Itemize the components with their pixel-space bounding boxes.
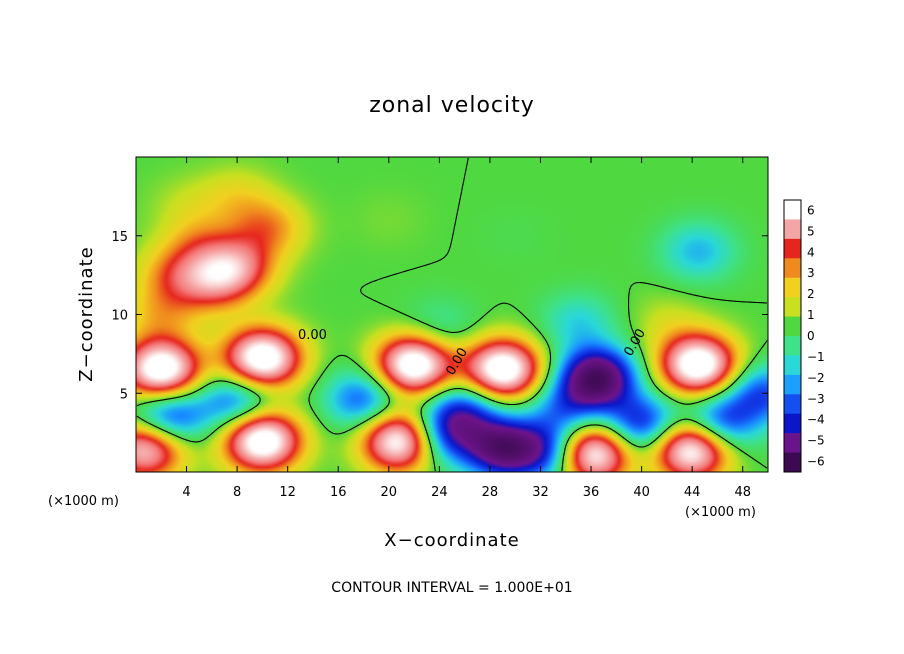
colorbar-tick-label: −1 <box>807 350 825 364</box>
colorbar-tick-label: 1 <box>807 308 815 322</box>
contour-lines <box>136 157 768 472</box>
x-tick-label: 40 <box>633 485 650 500</box>
colorbar-frame <box>783 199 802 473</box>
x-tick-label: 8 <box>233 485 241 500</box>
x-axis-units-left: (×1000 m) <box>48 494 119 509</box>
colorbar-swatch <box>784 336 801 356</box>
y-tick-label: 5 <box>120 387 128 402</box>
colorbar-swatch <box>784 452 801 473</box>
colorbar: 6 5 4 3 2 1 0 −1 −2 −3 −4 −5 −6 <box>783 199 825 473</box>
plot-area <box>136 157 768 472</box>
y-tick-label: 15 <box>111 230 128 245</box>
y-tick-label: 10 <box>111 309 128 324</box>
zero-contour-line <box>136 157 768 472</box>
colorbar-swatch <box>784 394 801 415</box>
chart-title: zonal velocity <box>369 93 535 118</box>
colorbar-tick-label: 3 <box>807 266 815 280</box>
colorbar-tick-label: −3 <box>807 392 825 406</box>
colorbar-tick-label: 2 <box>807 287 815 301</box>
colorbar-tick-label: −5 <box>807 434 825 448</box>
contour-interval-note: CONTOUR INTERVAL = 1.000E+01 <box>331 580 572 596</box>
x-tick-label: 48 <box>734 485 751 500</box>
colorbar-swatch <box>784 316 801 337</box>
x-tick-label: 32 <box>532 485 549 500</box>
colorbar-swatch <box>784 238 801 259</box>
y-axis-ticks: 5 10 15 <box>111 230 768 402</box>
colorbar-swatch <box>784 355 801 376</box>
x-tick-label: 20 <box>381 485 398 500</box>
colorbar-tick-label: 5 <box>807 224 815 238</box>
colorbar-swatch <box>784 374 801 395</box>
colorbar-swatch <box>784 297 801 318</box>
x-axis-ticks: 4 8 12 16 20 24 28 32 36 40 44 48 <box>182 157 751 500</box>
colorbar-tick-label: 6 <box>807 203 815 217</box>
x-axis-label: X−coordinate <box>384 530 519 551</box>
colorbar-tick-label: 4 <box>807 245 815 259</box>
colorbar-swatch <box>784 433 801 454</box>
colorbar-swatch <box>784 413 801 434</box>
x-tick-label: 24 <box>431 485 448 500</box>
colorbar-tick-label: −2 <box>807 371 825 385</box>
x-tick-label: 16 <box>330 485 347 500</box>
colorbar-swatch <box>784 200 801 220</box>
x-axis-units-right: (×1000 m) <box>685 505 756 520</box>
x-tick-label: 44 <box>684 485 701 500</box>
x-tick-label: 4 <box>182 485 190 500</box>
y-axis-label: Z−coordinate <box>76 246 97 381</box>
contour-label: 0.00 <box>298 328 327 343</box>
colorbar-tick-label: −6 <box>807 455 825 469</box>
colorbar-swatch <box>784 219 801 240</box>
x-tick-label: 36 <box>583 485 600 500</box>
x-tick-label: 28 <box>482 485 499 500</box>
colorbar-tick-label: −4 <box>807 413 825 427</box>
velocity-field <box>136 157 768 472</box>
colorbar-swatch <box>784 258 801 279</box>
x-tick-label: 12 <box>279 485 296 500</box>
colorbar-tick-label: 0 <box>807 329 815 343</box>
colorbar-swatch <box>784 277 801 298</box>
